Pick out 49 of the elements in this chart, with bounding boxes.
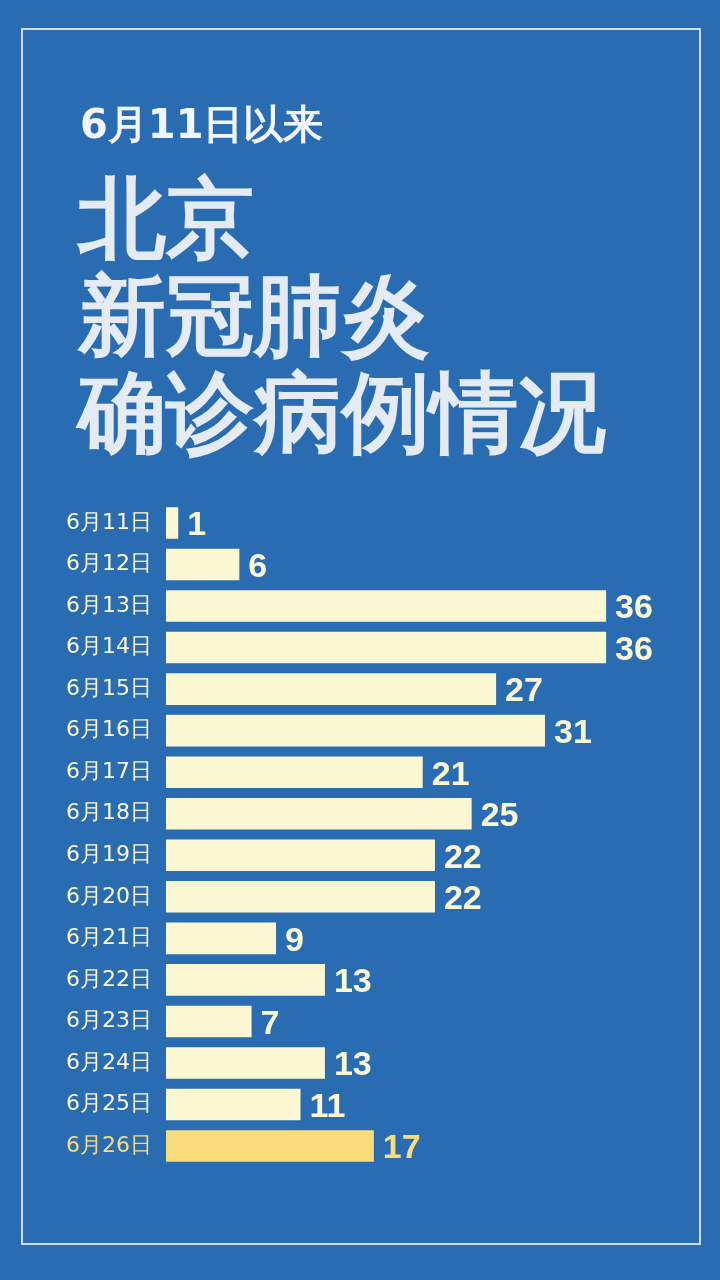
bar <box>166 964 325 996</box>
y-tick-label: 6月20日 <box>66 882 152 908</box>
y-tick-label: 6月16日 <box>66 716 152 742</box>
y-tick-label: 6月11日 <box>66 508 152 534</box>
chart-subtitle: 6月11日以来 <box>80 100 324 148</box>
data-label: 25 <box>480 795 519 834</box>
bar <box>166 797 472 830</box>
data-label: 13 <box>333 961 372 1000</box>
data-label: 22 <box>443 878 482 917</box>
bar <box>166 1005 252 1038</box>
data-label: 27 <box>505 670 543 709</box>
data-label: 22 <box>443 836 482 875</box>
data-label: 36 <box>615 628 653 667</box>
bar <box>166 1130 374 1162</box>
bar <box>166 1047 325 1079</box>
y-tick-label: 6月23日 <box>66 1007 152 1033</box>
y-tick-label: 6月13日 <box>66 591 152 617</box>
y-tick-label: 6月24日 <box>66 1048 152 1074</box>
data-label: 13 <box>333 1044 372 1083</box>
y-tick-label: 6月22日 <box>66 965 152 991</box>
data-label: 1 <box>187 504 207 543</box>
y-tick-label: 6月14日 <box>66 633 152 659</box>
data-label: 31 <box>553 712 592 751</box>
y-tick-label: 6月18日 <box>66 799 152 825</box>
bar <box>166 590 607 622</box>
y-tick-label: 6月19日 <box>66 840 152 866</box>
data-label: 36 <box>615 587 653 626</box>
bar <box>166 631 607 664</box>
y-tick-label: 6月26日 <box>66 1131 152 1157</box>
bar <box>166 922 277 955</box>
y-tick-label: 6月25日 <box>66 1090 152 1116</box>
bar <box>166 548 240 581</box>
data-label: 7 <box>260 1002 280 1041</box>
bar <box>166 714 545 747</box>
bar <box>166 881 435 913</box>
bar <box>166 507 179 539</box>
data-label: 11 <box>309 1085 346 1124</box>
data-label: 9 <box>285 919 304 958</box>
y-tick-label: 6月15日 <box>66 674 152 700</box>
data-label: 21 <box>431 753 470 792</box>
data-label: 17 <box>382 1127 421 1166</box>
data-label: 6 <box>248 545 268 584</box>
bar <box>166 1088 301 1121</box>
y-tick-label: 6月17日 <box>66 757 152 783</box>
bar <box>166 673 497 705</box>
bar <box>166 756 423 788</box>
y-tick-label: 6月21日 <box>66 924 152 950</box>
bar <box>166 839 435 872</box>
y-tick-label: 6月12日 <box>66 550 152 576</box>
